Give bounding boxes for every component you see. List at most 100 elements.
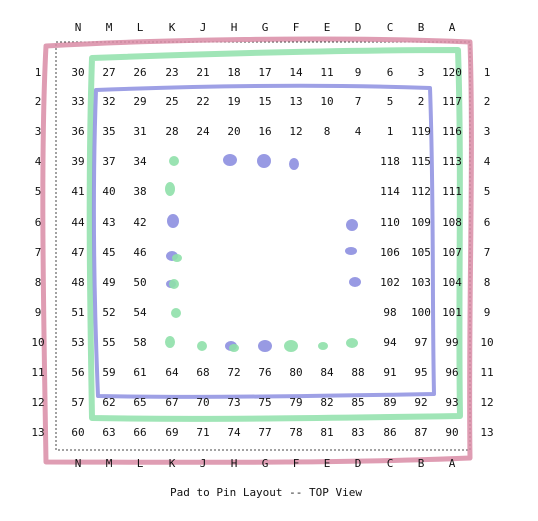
pin-number: 112 bbox=[411, 185, 431, 198]
row-number: 10 bbox=[31, 336, 44, 349]
pin-number: 9 bbox=[355, 66, 362, 79]
column-letter: L bbox=[137, 457, 144, 470]
column-letter: A bbox=[449, 457, 456, 470]
pin-number: 103 bbox=[411, 276, 431, 289]
pin-number: 43 bbox=[102, 216, 115, 229]
pin-number: 86 bbox=[383, 426, 396, 439]
pin-number: 61 bbox=[133, 366, 146, 379]
column-letter: G bbox=[262, 457, 269, 470]
pin-number: 28 bbox=[165, 125, 178, 138]
pin-number: 55 bbox=[102, 336, 115, 349]
marker-dot bbox=[258, 340, 272, 352]
pin-number: 44 bbox=[71, 216, 85, 229]
pin-number: 51 bbox=[71, 306, 84, 319]
pin-number: 25 bbox=[165, 95, 178, 108]
pin-number: 111 bbox=[442, 185, 462, 198]
pin-number: 83 bbox=[351, 426, 364, 439]
pin-number: 53 bbox=[71, 336, 84, 349]
pin-number: 1 bbox=[387, 125, 394, 138]
row-number: 10 bbox=[480, 336, 493, 349]
row-number: 3 bbox=[484, 125, 491, 138]
pin-number: 50 bbox=[133, 276, 146, 289]
row-number: 13 bbox=[31, 426, 44, 439]
pin-number: 91 bbox=[383, 366, 396, 379]
pin-number: 7 bbox=[355, 95, 362, 108]
column-letter: H bbox=[231, 457, 238, 470]
row-number: 1 bbox=[35, 66, 42, 79]
pin-number: 110 bbox=[380, 216, 400, 229]
pin-number: 4 bbox=[355, 125, 362, 138]
row-number: 3 bbox=[35, 125, 42, 138]
pin-number: 27 bbox=[102, 66, 115, 79]
pin-number: 42 bbox=[133, 216, 146, 229]
pin-number: 64 bbox=[165, 366, 179, 379]
column-letter: J bbox=[200, 21, 207, 34]
pin-number: 8 bbox=[324, 125, 331, 138]
pin-number: 90 bbox=[445, 426, 458, 439]
pin-number: 13 bbox=[289, 95, 302, 108]
pin-number: 59 bbox=[102, 366, 115, 379]
marker-dots bbox=[165, 154, 361, 352]
pin-number: 117 bbox=[442, 95, 462, 108]
pin-number: 24 bbox=[196, 125, 210, 138]
column-letter: K bbox=[169, 21, 176, 34]
pin-number: 45 bbox=[102, 246, 115, 259]
pin-number: 108 bbox=[442, 216, 462, 229]
pin-number: 3 bbox=[418, 66, 425, 79]
row-number: 13 bbox=[480, 426, 493, 439]
pin-number: 35 bbox=[102, 125, 115, 138]
blue-marker-outline bbox=[91, 83, 436, 399]
pin-number: 10 bbox=[320, 95, 333, 108]
pin-number: 70 bbox=[196, 396, 209, 409]
pin-number: 34 bbox=[133, 155, 147, 168]
pin-number: 105 bbox=[411, 246, 431, 259]
pin-number: 67 bbox=[165, 396, 178, 409]
pin-number: 81 bbox=[320, 426, 333, 439]
row-number: 2 bbox=[484, 95, 491, 108]
pin-number: 107 bbox=[442, 246, 462, 259]
pin-number: 30 bbox=[71, 66, 84, 79]
pin-number: 104 bbox=[442, 276, 462, 289]
row-number: 8 bbox=[35, 276, 42, 289]
pin-number: 98 bbox=[383, 306, 396, 319]
marker-dot bbox=[318, 342, 328, 350]
column-letter: K bbox=[169, 457, 176, 470]
marker-dot bbox=[346, 219, 358, 231]
marker-dot bbox=[289, 158, 299, 170]
pin-number: 116 bbox=[442, 125, 462, 138]
marker-dot bbox=[349, 277, 361, 287]
pin-number: 47 bbox=[71, 246, 84, 259]
row-number: 6 bbox=[35, 216, 42, 229]
column-letter: L bbox=[137, 21, 144, 34]
row-number: 4 bbox=[35, 155, 42, 168]
marker-dot bbox=[197, 341, 207, 351]
marker-dot bbox=[284, 340, 298, 352]
column-letter: F bbox=[293, 457, 300, 470]
pin-number: 119 bbox=[411, 125, 431, 138]
pin-number: 49 bbox=[102, 276, 115, 289]
pin-number: 20 bbox=[227, 125, 240, 138]
pin-number: 18 bbox=[227, 66, 240, 79]
row-number: 8 bbox=[484, 276, 491, 289]
column-letter: E bbox=[324, 21, 331, 34]
pin-number: 58 bbox=[133, 336, 146, 349]
marker-dot bbox=[345, 247, 357, 255]
pin-number: 14 bbox=[289, 66, 303, 79]
pin-number: 95 bbox=[414, 366, 427, 379]
pin-number: 72 bbox=[227, 366, 240, 379]
pin-number: 2 bbox=[418, 95, 425, 108]
column-letter: D bbox=[355, 21, 362, 34]
pin-number: 106 bbox=[380, 246, 400, 259]
pin-number: 5 bbox=[387, 95, 394, 108]
pin-number: 66 bbox=[133, 426, 146, 439]
green-marker-outline bbox=[86, 47, 463, 422]
pin-number: 37 bbox=[102, 155, 115, 168]
pin-number: 102 bbox=[380, 276, 400, 289]
pin-number: 6 bbox=[387, 66, 394, 79]
pin-number: 74 bbox=[227, 426, 241, 439]
pin-number: 63 bbox=[102, 426, 115, 439]
